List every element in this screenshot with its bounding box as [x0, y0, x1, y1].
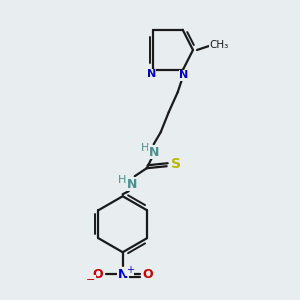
Text: O: O	[92, 268, 103, 281]
Text: CH₃: CH₃	[209, 40, 229, 50]
Text: H: H	[140, 143, 149, 153]
Text: N: N	[148, 146, 159, 159]
Text: +: +	[126, 265, 134, 275]
Text: O: O	[142, 268, 153, 281]
Text: H: H	[118, 175, 126, 185]
Text: N: N	[127, 178, 137, 191]
Text: N: N	[118, 268, 128, 281]
Text: −: −	[86, 275, 95, 285]
Text: S: S	[171, 157, 181, 171]
Text: N: N	[179, 70, 188, 80]
Text: N: N	[147, 69, 156, 79]
